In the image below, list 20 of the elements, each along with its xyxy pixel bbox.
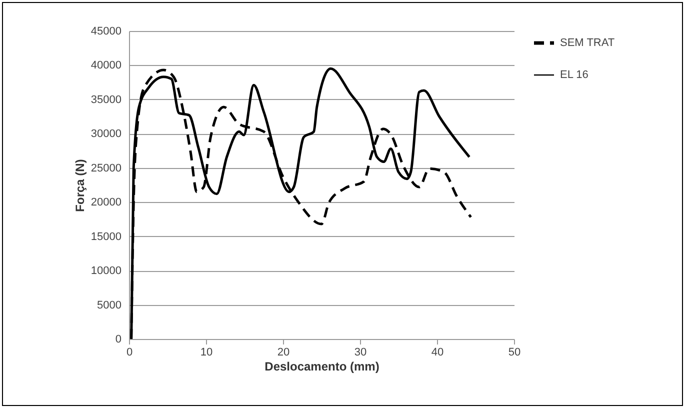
y-tick-label: 10000 <box>90 265 122 278</box>
x-tick-label: 0 <box>126 346 133 358</box>
x-tick-label: 20 <box>277 346 290 358</box>
y-tick-label: 40000 <box>90 60 122 72</box>
x-tick-label: 30 <box>354 346 367 358</box>
y-tick-label: 45000 <box>90 26 122 38</box>
legend-label: EL 16 <box>560 69 588 81</box>
legend-label: SEM TRAT <box>560 37 615 49</box>
y-tick-label: 15000 <box>90 230 122 243</box>
y-tick-label: 0 <box>115 334 122 346</box>
y-tick-label: 25000 <box>90 162 122 174</box>
x-tick-label: 40 <box>431 346 444 358</box>
y-tick-label: 30000 <box>90 128 122 140</box>
y-tick-label: 20000 <box>90 196 122 209</box>
y-tick-label: 5000 <box>97 299 122 312</box>
x-tick-label: 50 <box>508 346 521 358</box>
x-tick-label: 10 <box>200 346 213 358</box>
y-axis-title: Força (N) <box>72 159 87 212</box>
x-axis-title: Deslocamento (mm) <box>264 360 380 374</box>
y-tick-label: 35000 <box>90 94 122 106</box>
